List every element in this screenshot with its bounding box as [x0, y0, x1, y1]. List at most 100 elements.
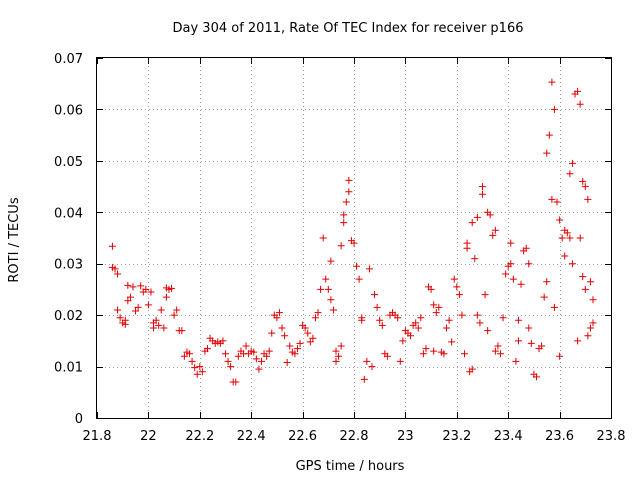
- data-point: [496, 350, 504, 358]
- data-point: [525, 260, 533, 268]
- data-point: [574, 87, 582, 95]
- y-axis-label: ROTI / TECUs: [7, 197, 22, 282]
- data-point: [440, 350, 448, 358]
- data-point: [314, 309, 322, 317]
- data-point: [399, 337, 407, 345]
- data-point: [173, 306, 181, 314]
- x-tick-label: 23: [397, 429, 414, 444]
- data-point: [550, 105, 558, 113]
- data-point: [479, 190, 486, 198]
- data-point: [443, 324, 451, 332]
- data-point: [566, 170, 574, 178]
- data-point: [337, 342, 345, 350]
- data-point: [283, 358, 291, 366]
- data-point: [458, 311, 466, 319]
- data-point: [514, 316, 522, 324]
- data-points: [108, 78, 597, 386]
- data-point: [152, 316, 160, 324]
- data-point: [561, 252, 569, 260]
- data-point: [219, 337, 227, 345]
- data-point: [512, 357, 520, 365]
- data-point: [193, 370, 201, 378]
- x-tick-label: 22.4: [237, 429, 266, 444]
- data-point: [522, 244, 530, 252]
- data-point: [584, 195, 592, 203]
- data-point: [368, 363, 376, 371]
- x-tick-label: 22.6: [288, 429, 317, 444]
- data-point: [481, 291, 489, 299]
- data-point: [301, 324, 309, 332]
- data-point: [160, 324, 168, 332]
- data-point: [568, 260, 576, 268]
- x-tick-label: 23.2: [442, 429, 471, 444]
- data-point: [412, 319, 420, 327]
- data-point: [355, 275, 363, 283]
- data-point: [430, 301, 438, 309]
- data-point: [124, 297, 132, 305]
- data-point: [448, 338, 456, 346]
- data-point: [576, 234, 584, 242]
- data-point: [453, 283, 461, 291]
- data-point: [157, 306, 165, 314]
- data-point: [494, 342, 502, 350]
- data-point: [196, 363, 204, 371]
- data-point: [132, 307, 140, 315]
- data-point: [558, 234, 566, 242]
- data-point: [371, 291, 379, 299]
- data-point: [204, 345, 212, 353]
- data-point: [293, 345, 301, 353]
- y-tick-label: 0.02: [54, 309, 83, 324]
- x-tick-label: 23.4: [494, 429, 523, 444]
- data-point: [340, 219, 348, 227]
- data-point: [111, 265, 119, 273]
- data-point: [509, 275, 517, 283]
- data-point: [147, 288, 155, 296]
- data-point: [589, 319, 597, 327]
- data-point: [170, 311, 178, 319]
- data-point: [486, 211, 494, 219]
- data-point: [234, 352, 242, 360]
- data-point: [461, 350, 469, 358]
- grid: [97, 58, 611, 418]
- data-point: [419, 350, 427, 358]
- y-tick-label: 0.03: [54, 258, 83, 273]
- data-point: [584, 332, 592, 340]
- data-point: [432, 309, 440, 317]
- data-point: [222, 350, 229, 358]
- data-point: [144, 301, 152, 309]
- data-point: [129, 283, 137, 291]
- data-point: [198, 368, 206, 376]
- data-point: [311, 314, 319, 322]
- data-point: [268, 329, 276, 337]
- data-point: [532, 373, 540, 381]
- data-point: [337, 242, 345, 250]
- data-point: [586, 324, 594, 332]
- data-point: [265, 347, 273, 355]
- data-point: [281, 332, 289, 340]
- data-point: [455, 291, 463, 299]
- data-point: [373, 303, 381, 311]
- data-point: [394, 314, 402, 322]
- y-tick-label: 0.05: [54, 155, 83, 170]
- data-point: [273, 314, 281, 322]
- data-point: [383, 352, 391, 360]
- data-point: [306, 338, 314, 346]
- y-tick-label: 0.04: [54, 206, 83, 221]
- data-point: [568, 159, 576, 167]
- x-tick-label: 22.2: [185, 429, 214, 444]
- data-point: [517, 280, 525, 288]
- data-point: [257, 357, 265, 365]
- data-point: [263, 352, 271, 360]
- data-point: [121, 316, 129, 324]
- data-point: [489, 231, 497, 239]
- data-point: [445, 316, 453, 324]
- data-point: [188, 357, 196, 365]
- data-point: [304, 329, 312, 337]
- data-point: [150, 324, 158, 332]
- data-point: [180, 352, 188, 360]
- data-point: [548, 195, 556, 203]
- data-point: [396, 357, 404, 365]
- data-point: [335, 352, 343, 360]
- data-point: [407, 332, 415, 340]
- x-tick-label: 23.8: [597, 429, 626, 444]
